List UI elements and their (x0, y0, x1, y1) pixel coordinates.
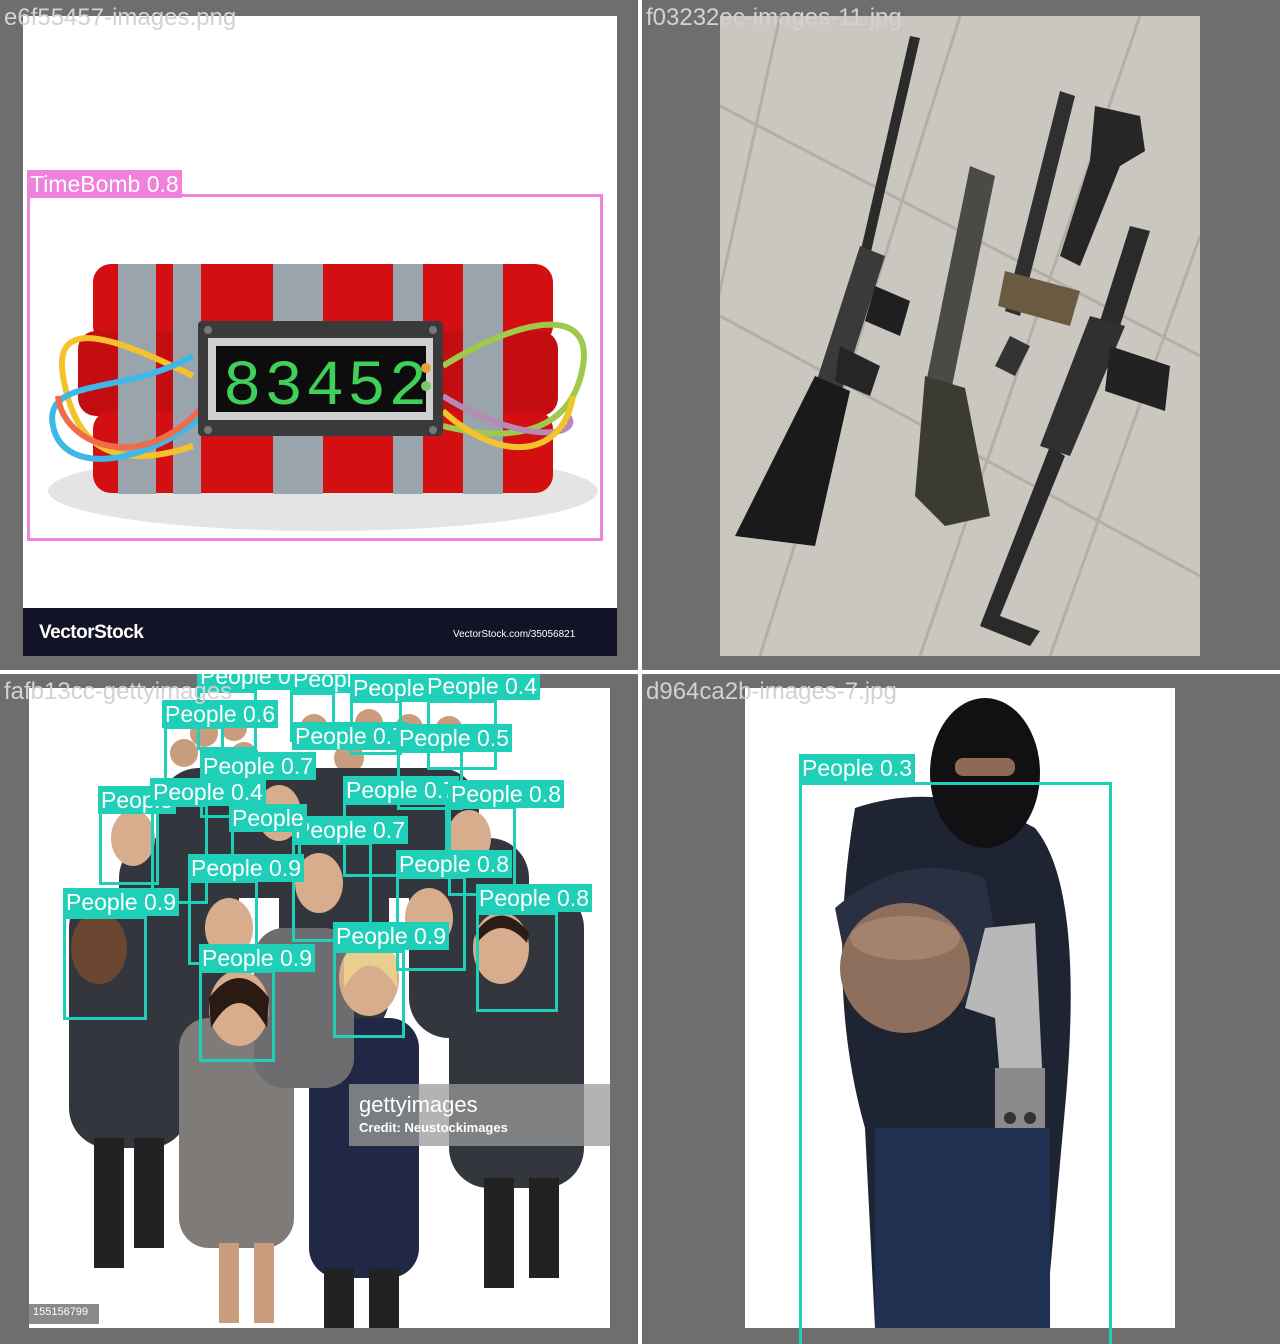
detection-label-people: People 0.8 (448, 780, 564, 808)
detection-box-people[interactable] (476, 912, 558, 1012)
gunman-image (745, 688, 1175, 1328)
detection-label-people: People 0.8 (476, 884, 592, 912)
result-panel-people-group[interactable]: gettyimages Credit: Neustockimages 15515… (0, 674, 638, 1344)
detection-label-people: People 0.7 (200, 752, 316, 780)
detection-label-people: People 0.3 (799, 754, 915, 782)
getty-image-id: 155156799 (33, 1306, 89, 1318)
panel-filename: d964ca2b-images-7.jpg (646, 678, 897, 705)
detection-label-people: People 0.4 (150, 778, 266, 806)
detection-label-people: People 0.8 (396, 850, 512, 878)
detection-label-people: People 0.9 (63, 888, 179, 916)
result-panel-gunman[interactable]: d964ca2b-images-7.jpg People 0.3 (642, 674, 1280, 1344)
detection-label-people: People 0.5 (396, 724, 512, 752)
detection-label-people: People 0.6 (162, 700, 278, 728)
timebomb-image: 83452 VectorStock VectorStock.com/350568… (23, 16, 617, 656)
detection-box-people[interactable] (333, 950, 405, 1038)
dynamite-illustration: 83452 (23, 264, 617, 656)
getty-credit: Credit: Neustockimages (359, 1120, 508, 1135)
detection-label-people: People 0.4 (424, 674, 540, 700)
detection-label-people: People 0.7 (292, 816, 408, 844)
detection-box-people[interactable] (199, 970, 275, 1062)
detection-label-people: People 0.9 (333, 922, 449, 950)
detection-label-people: People 0.6 (197, 674, 313, 690)
detection-label-timebomb: TimeBomb 0.8 (27, 170, 182, 198)
vectorstock-logo: VectorStock (39, 622, 144, 643)
getty-logo: gettyimages (359, 1092, 478, 1117)
weapons-image (720, 16, 1200, 656)
timer-digits: 83452 (223, 352, 430, 424)
detection-box-people[interactable] (63, 916, 147, 1020)
panel-filename: e6f55457-images.png (4, 4, 237, 31)
weapons-illustration (720, 16, 1200, 656)
detection-box-people[interactable] (799, 782, 1112, 1344)
detection-label-people: People 0.7 (343, 776, 459, 804)
detection-label-people: People 0.7 (292, 722, 408, 750)
detection-label-people: People 0.9 (199, 944, 315, 972)
detection-label-people: People 0.9 (188, 854, 304, 882)
detection-label-people: People (229, 804, 307, 832)
gunman-illustration (835, 698, 1071, 1328)
vectorstock-url: VectorStock.com/35056821 (453, 629, 576, 640)
detection-box-timebomb[interactable] (27, 194, 603, 541)
panel-filename: f03232ec-images-11.jpg (646, 4, 902, 31)
detection-label-people: People (350, 674, 428, 702)
result-panel-timebomb[interactable]: 83452 VectorStock VectorStock.com/350568… (0, 0, 638, 670)
result-panel-weapons[interactable]: f03232ec-images-11.jpg (642, 0, 1280, 670)
panel-filename: fafb13cc-gettyimages (4, 678, 233, 705)
detection-box-people[interactable] (99, 810, 159, 885)
